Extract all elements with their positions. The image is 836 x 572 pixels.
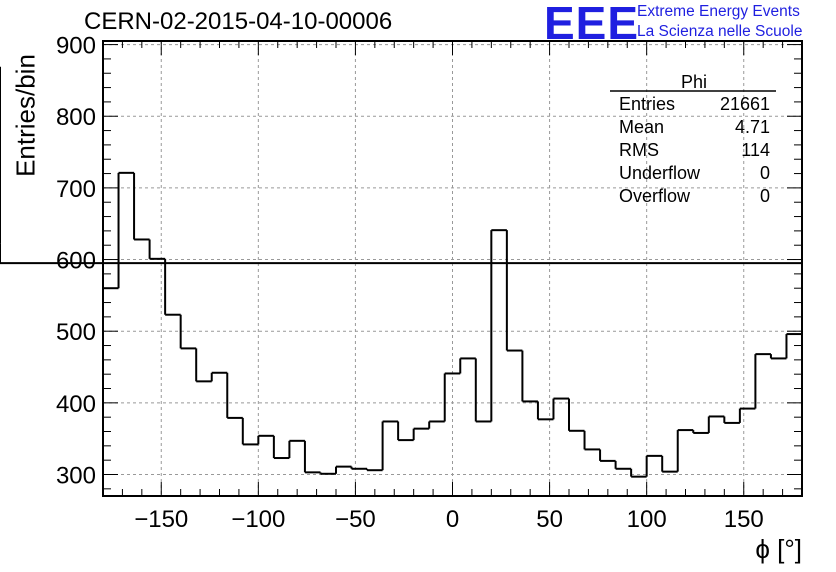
y-tick-label: 900 — [56, 33, 96, 60]
stats-value: 21661 — [720, 94, 770, 114]
stats-label: Mean — [619, 117, 664, 137]
y-tick-label: 700 — [56, 176, 96, 203]
stats-value: 0 — [760, 186, 770, 206]
chart-title: CERN-02-2015-04-10-00006 — [84, 8, 393, 35]
x-tick-label: 0 — [446, 506, 459, 533]
stats-title: Phi — [681, 72, 707, 92]
stats-value: 4.71 — [735, 117, 770, 137]
stats-label: Entries — [619, 94, 675, 114]
eee-logo: EEE — [544, 0, 640, 49]
y-tick-label: 600 — [56, 248, 96, 275]
stats-label: Underflow — [619, 163, 701, 183]
stats-value: 114 — [741, 140, 770, 160]
stats-value: 0 — [760, 163, 770, 183]
x-tick-label: −100 — [231, 506, 285, 533]
x-tick-label: −50 — [335, 506, 376, 533]
y-tick-label: 300 — [56, 463, 96, 490]
x-tick-label: −150 — [134, 506, 188, 533]
stats-box: Phi Entries 21661 Mean 4.71 RMS 114 Underflow 0 O… — [610, 72, 776, 206]
y-tick-label: 800 — [56, 104, 96, 131]
x-tick-label: 150 — [724, 506, 764, 533]
logo-caption-line2: La Scienza nelle Scuole — [637, 23, 803, 40]
x-tick-label: 100 — [627, 506, 667, 533]
y-tick-label: 500 — [56, 319, 96, 346]
logo-caption-line1: Extreme Energy Events — [637, 3, 800, 20]
x-axis-label: ϕ [°] — [755, 534, 802, 564]
y-tick-label: 400 — [56, 391, 96, 418]
x-tick-label: 50 — [536, 506, 563, 533]
stats-label: RMS — [619, 140, 659, 160]
logo-caption: Extreme Energy Events La Scienza nelle S… — [637, 2, 802, 42]
stats-label: Overflow — [619, 186, 691, 206]
